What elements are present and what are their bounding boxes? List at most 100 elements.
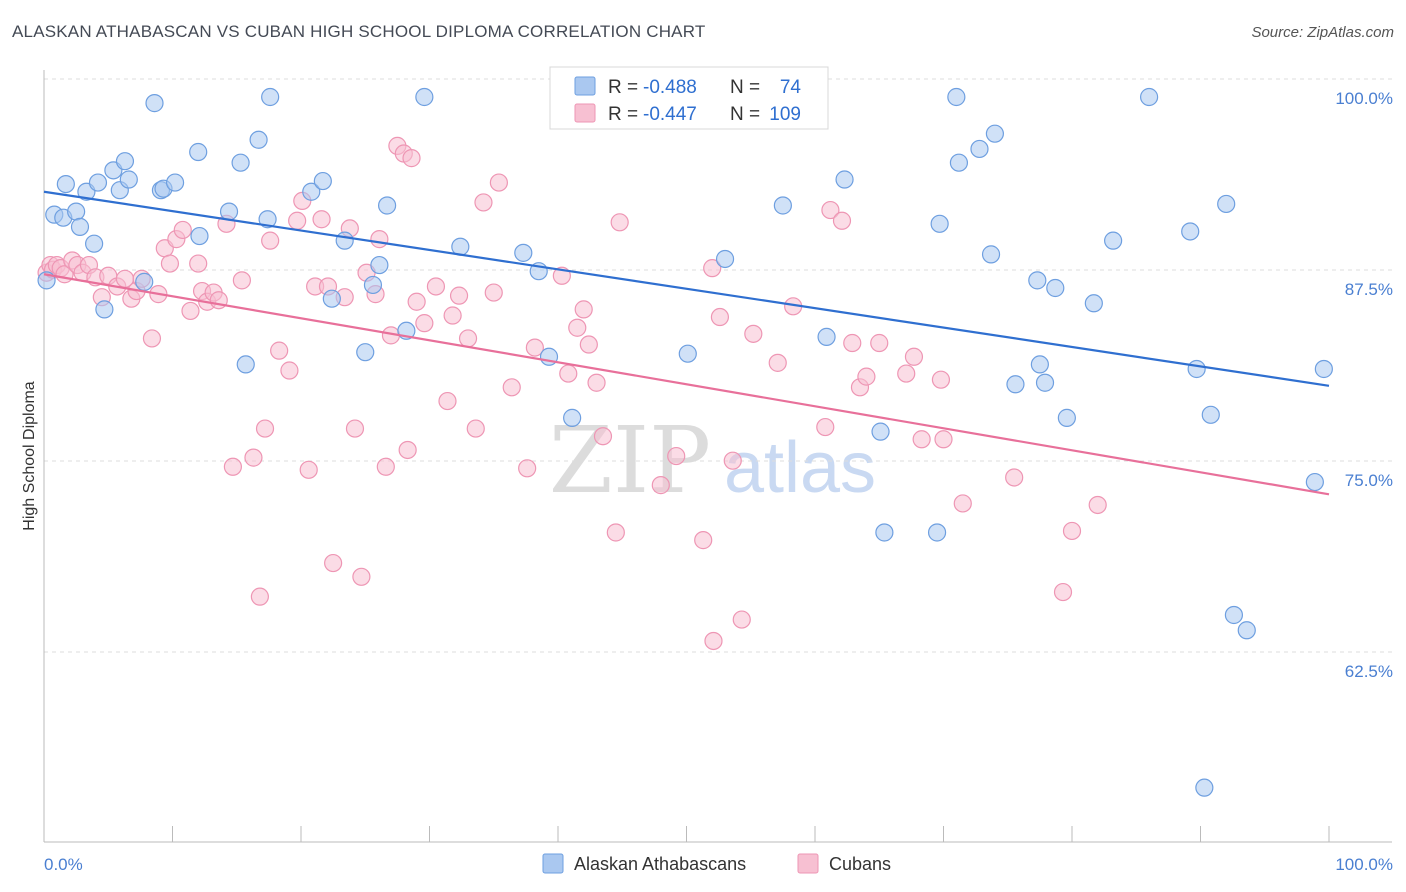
athabascan-points <box>37 87 1333 797</box>
athabascan-point <box>985 124 1005 143</box>
y-tick-label-0: 100.0% <box>1335 89 1393 108</box>
athabascan-point <box>773 196 792 215</box>
athabascan-point <box>1187 359 1206 379</box>
cubans-point <box>857 367 876 386</box>
athabascan-point <box>1035 373 1055 392</box>
athabascan-point <box>514 243 533 262</box>
cubans-point <box>438 391 457 411</box>
athabascan-point <box>322 289 341 308</box>
cubans-point <box>280 361 299 380</box>
bottom-legend-label-athabascan: Alaskan Athabascans <box>574 854 746 874</box>
cubans-trend-line <box>43 273 1330 496</box>
cubans-point <box>173 220 192 240</box>
y-axis-tick-labels: 100.0% 87.5% 75.0% 62.5% <box>1335 89 1393 681</box>
athabascan-point <box>219 202 239 221</box>
athabascan-point <box>67 202 86 221</box>
cubans-point <box>912 430 931 449</box>
cubans-point <box>270 341 289 360</box>
cubans-points <box>37 136 1107 651</box>
athabascan-point <box>88 173 108 192</box>
athabascan-point <box>970 139 989 159</box>
athabascan-point <box>85 234 104 253</box>
cubans-point <box>370 230 389 249</box>
cubans-point <box>466 419 485 438</box>
athabascan-point <box>835 170 854 189</box>
cubans-point <box>443 306 462 325</box>
cubans-point <box>710 307 730 327</box>
athabascan-point <box>236 355 255 374</box>
athabascan-point <box>313 171 332 191</box>
cubans-point <box>1088 495 1107 515</box>
athabascan-point <box>1201 405 1220 424</box>
cubans-point <box>299 460 318 479</box>
legend-n-label-1: N = <box>730 77 760 98</box>
athabascan-point <box>370 255 389 275</box>
legend-n-value-1: 74 <box>780 77 802 98</box>
chart-title: ALASKAN ATHABASCAN VS CUBAN HIGH SCHOOL … <box>12 22 706 41</box>
cubans-point <box>821 200 840 220</box>
cubans-point <box>934 430 953 449</box>
cubans-point <box>587 373 606 392</box>
athabascan-point <box>165 173 185 192</box>
athabascan-point <box>135 272 154 291</box>
cubans-point <box>732 610 751 629</box>
athabascan-point <box>1181 222 1200 241</box>
athabascan-point <box>356 343 375 362</box>
cubans-point <box>744 324 763 343</box>
cubans-point <box>1053 582 1073 602</box>
cubans-point <box>474 193 493 212</box>
athabascan-point <box>95 300 114 319</box>
cubans-point <box>579 335 598 354</box>
cubans-point <box>610 213 629 232</box>
cubans-point <box>518 459 537 478</box>
athabascan-point <box>817 327 836 346</box>
athabascan-point <box>1305 472 1324 492</box>
series-legend: Alaskan Athabascans Cubans <box>542 853 891 874</box>
athabascan-point <box>1057 408 1076 427</box>
cubans-point <box>489 173 508 192</box>
cubans-point <box>606 523 625 542</box>
athabascan-point <box>871 422 890 441</box>
athabascan-point <box>231 153 250 172</box>
cubans-point <box>250 587 269 606</box>
legend-r-label-2: R = <box>608 104 638 125</box>
cubans-point <box>593 427 613 446</box>
athabascan-point <box>190 226 209 246</box>
y-tick-label-3: 62.5% <box>1345 662 1393 681</box>
athabascan-point <box>258 210 277 229</box>
athabascan-point <box>1237 621 1256 640</box>
stats-legend-box <box>549 66 829 130</box>
cubans-point <box>870 333 889 353</box>
watermark-atlas: atlas <box>724 428 876 508</box>
cubans-point <box>703 259 722 278</box>
athabascan-point <box>377 196 397 215</box>
cubans-point <box>181 301 200 321</box>
cubans-point <box>559 364 578 383</box>
cubans-point <box>345 419 365 438</box>
y-axis-label: High School Diploma <box>21 381 38 531</box>
cubans-point <box>704 631 723 651</box>
x-axis-ticks <box>43 826 1330 842</box>
athabascan-point <box>261 87 280 107</box>
cubans-point <box>232 271 251 290</box>
legend-n-value-2: 109 <box>769 104 801 125</box>
cubans-point <box>723 451 742 470</box>
athabascan-point <box>1030 355 1049 374</box>
cubans-point <box>694 531 713 550</box>
stats-legend: R = -0.488 N = 74 R = -0.447 N = 109 <box>549 66 829 130</box>
athabascan-point <box>930 214 949 233</box>
athabascan-point <box>981 245 1001 264</box>
cubans-point <box>223 457 242 476</box>
athabascan-point <box>1217 194 1236 214</box>
athabascan-point <box>875 523 894 542</box>
legend-r-label-1: R = <box>608 77 638 98</box>
athabascan-point <box>949 153 969 172</box>
athabascan-point <box>1224 605 1244 625</box>
athabascan-point <box>1028 271 1047 290</box>
cubans-point <box>449 286 469 305</box>
x-tick-label-max: 100.0% <box>1335 855 1393 874</box>
athabascan-point <box>1046 278 1065 298</box>
athabascan-point <box>70 217 90 236</box>
legend-swatch-athabascan <box>574 76 596 96</box>
cubans-point <box>953 494 972 513</box>
